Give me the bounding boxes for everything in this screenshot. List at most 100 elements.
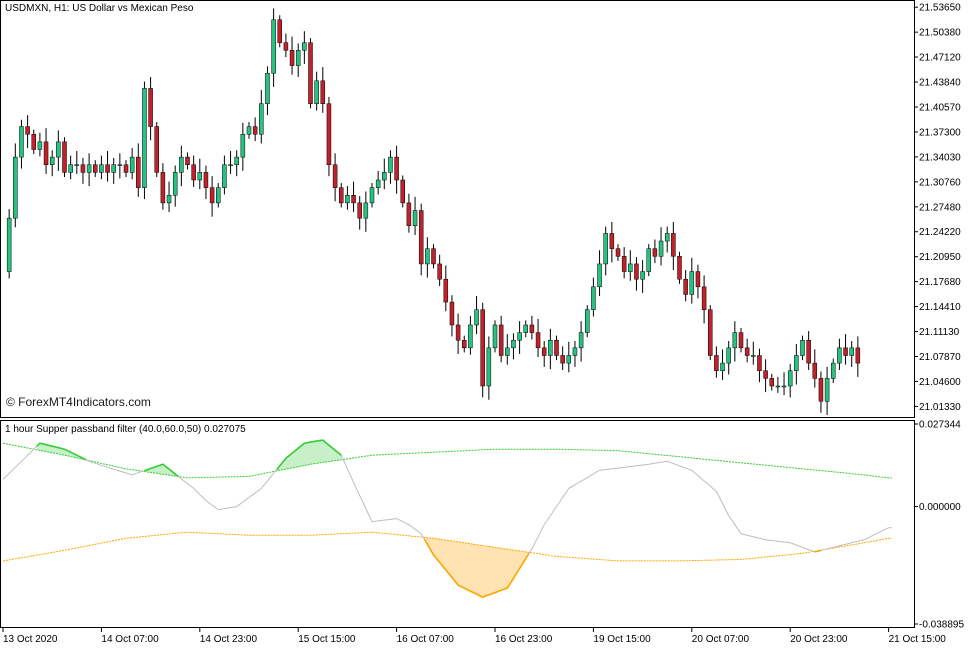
filter-line	[2, 439, 892, 598]
lower-band-fill	[424, 537, 529, 598]
candle-body	[591, 286, 596, 310]
filter-signal-segment	[144, 463, 179, 478]
candle-body	[222, 164, 227, 188]
time-tick-label: 16 Oct 23:00	[495, 634, 553, 645]
candle-body	[757, 355, 762, 371]
candle-body	[634, 263, 639, 280]
price-tick-label: 21.17680	[919, 277, 961, 288]
candle-body	[849, 347, 854, 356]
candle-body	[621, 256, 627, 272]
candle-body	[216, 187, 221, 204]
price-tick-label: 21.24220	[919, 227, 961, 238]
candle-body	[74, 164, 80, 166]
time-axis: 13 Oct 2020 14 Oct 07:00 14 Oct 23:00 15 Oc…	[2, 628, 947, 645]
candle-body	[486, 347, 492, 387]
candle-body	[492, 324, 498, 349]
price-tick-label: 21.40570	[919, 102, 961, 113]
candle-body	[332, 164, 338, 188]
candle-body	[49, 156, 55, 165]
candle-body	[99, 164, 104, 173]
symbol-title: USDMXN, H1: US Dollar vs Mexican Peso	[5, 3, 194, 14]
candle-body	[824, 378, 830, 402]
candle-body	[683, 278, 688, 295]
candle-body	[339, 187, 344, 204]
candle-body	[154, 126, 159, 173]
candle-body	[763, 370, 768, 379]
price-tick-label: 21.30760	[919, 177, 961, 188]
candle-body	[326, 103, 332, 165]
candle-body	[351, 195, 356, 204]
candle-body	[314, 80, 319, 104]
time-tick-label: 14 Oct 07:00	[101, 634, 159, 645]
candle-body	[843, 347, 848, 356]
candle-body	[548, 339, 553, 356]
candle-body	[818, 378, 824, 402]
candle-body	[308, 42, 313, 104]
price-tick-label: 21.20950	[919, 252, 961, 263]
candle-body	[425, 248, 430, 265]
candle-body	[19, 126, 24, 158]
candle-body	[123, 164, 129, 173]
time-tick-label: 15 Oct 15:00	[298, 634, 356, 645]
filter-signal-segment	[423, 538, 530, 598]
candle-body	[449, 301, 455, 326]
candle-body	[541, 347, 547, 356]
candle-body	[578, 332, 584, 349]
candle-body	[369, 187, 375, 204]
candle-body	[658, 240, 664, 257]
price-tick-label: 21.53650	[919, 3, 961, 14]
indicator-plot	[2, 439, 892, 598]
candle-body	[31, 133, 36, 150]
time-tick-label: 16 Oct 07:00	[397, 634, 455, 645]
candle-body	[283, 42, 289, 51]
price-tick-label: 21.43840	[919, 78, 961, 89]
candle-body	[117, 164, 123, 166]
indicator-tick-label: 0.027344	[919, 420, 961, 431]
candle-body	[240, 133, 246, 158]
indicator-panel-frame	[0, 420, 915, 628]
candle-body	[806, 339, 811, 364]
candle-body	[382, 172, 387, 181]
candle-body	[720, 362, 725, 371]
candle-body	[787, 370, 793, 387]
candle-body	[455, 324, 461, 341]
candle-body	[708, 309, 713, 356]
candle-body	[234, 156, 239, 165]
candle-body	[406, 202, 412, 227]
candle-body	[136, 156, 141, 188]
candle-body	[25, 126, 30, 135]
candle-body	[160, 172, 166, 204]
candle-body	[172, 172, 178, 196]
candle-body	[517, 332, 522, 341]
candle-body	[646, 248, 651, 272]
candle-body	[609, 233, 615, 249]
price-panel-frame	[0, 0, 915, 418]
candle-body	[357, 202, 362, 219]
candle-body	[775, 385, 781, 388]
price-tick-label: 21.14410	[919, 302, 961, 313]
candle-body	[566, 355, 572, 364]
candle-body	[714, 355, 719, 371]
lower-band-line	[2, 531, 892, 562]
price-tick-label: 21.01330	[919, 402, 961, 413]
indicator-tick-label: 0.000000	[919, 502, 961, 513]
candle-body	[166, 195, 172, 204]
candle-body	[812, 362, 818, 379]
candle-body	[252, 126, 258, 135]
time-tick-label: 21 Oct 15:00	[889, 634, 947, 645]
candle-body	[474, 309, 479, 326]
price-tick-label: 21.37300	[919, 127, 961, 138]
candle-body	[400, 179, 405, 204]
candle-body	[111, 164, 116, 173]
candle-body	[418, 210, 424, 265]
candle-body	[388, 156, 393, 173]
price-candles	[6, 8, 861, 415]
price-tick-label: 21.11130	[919, 327, 960, 338]
candle-body	[142, 88, 147, 188]
candle-body	[800, 339, 805, 356]
candle-body	[628, 263, 633, 272]
candle-body	[209, 187, 215, 204]
candle-body	[664, 233, 670, 242]
candle-body	[529, 324, 535, 333]
